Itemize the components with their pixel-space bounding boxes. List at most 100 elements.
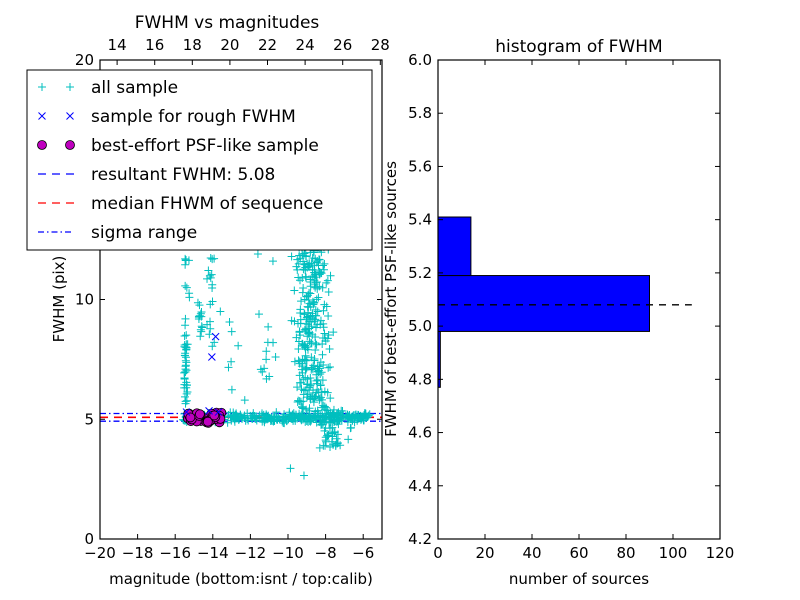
all-sample-point [294, 345, 303, 354]
all-sample-point [182, 331, 191, 340]
all-sample-point [229, 408, 238, 417]
all-sample-point [262, 347, 271, 356]
all-sample-point [310, 356, 319, 365]
legend-label: all sample [91, 78, 178, 98]
all-sample-point [182, 256, 191, 265]
all-sample-point [312, 376, 321, 385]
all-sample-point [318, 376, 327, 385]
all-sample-point [294, 356, 303, 365]
legend-circle-icon [65, 140, 75, 150]
y-tick-label: 5 [84, 410, 94, 428]
histogram-x-label: number of sources [509, 570, 649, 588]
psf-sample-point [195, 409, 205, 420]
all-sample-point [227, 357, 236, 366]
all-sample-point [303, 345, 312, 354]
all-sample-point [319, 306, 328, 315]
all-sample-point [181, 321, 190, 330]
all-sample-point [313, 256, 322, 265]
all-sample-point [287, 252, 296, 261]
all-sample-point [310, 280, 319, 289]
all-sample-point [225, 317, 234, 326]
histogram-bar [437, 275, 650, 332]
legend-plus-icon [66, 83, 74, 91]
legend-item: sample for rough FWHM [38, 107, 296, 127]
histogram-y-tick-label: 4.4 [408, 477, 432, 495]
x-axis-label: magnitude (bottom:isnt / top:calib) [109, 570, 373, 588]
all-sample-point [303, 332, 312, 341]
histogram-y-tick-label: 5.2 [408, 264, 432, 282]
all-sample-point [301, 272, 310, 281]
psf-sample-point [185, 412, 196, 423]
histogram-y-tick-label: 4.6 [408, 424, 432, 442]
all-sample-point [208, 284, 217, 293]
all-sample-point [311, 392, 320, 401]
histogram-title: histogram of FWHM [495, 37, 662, 57]
histogram-y-tick-label: 5.8 [408, 104, 432, 122]
histogram-bars [437, 216, 650, 388]
all-sample-point [293, 255, 302, 264]
histogram-y-tick-label: 5.6 [408, 157, 432, 175]
all-sample-point [216, 307, 225, 316]
histogram-y-tick-label: 4.8 [408, 370, 432, 388]
rough-sample-point [214, 408, 223, 416]
all-sample-point [346, 424, 355, 433]
all-sample-point [309, 299, 318, 308]
all-sample-point [206, 254, 215, 263]
all-sample-point [323, 431, 332, 440]
all-sample-point [287, 414, 296, 423]
legend-circle-icon [37, 140, 47, 150]
all-sample-point [224, 363, 233, 372]
all-sample-point [207, 270, 216, 279]
rough-sample-point [182, 408, 191, 416]
histogram-y-tick-label: 4.2 [408, 530, 432, 548]
x-tick-label: −16 [159, 544, 191, 562]
all-sample-point [227, 327, 236, 336]
all-sample-point [206, 324, 215, 333]
all-sample-point [315, 270, 324, 279]
x-tick-label: −6 [352, 544, 374, 562]
all-sample-point [204, 266, 213, 275]
psf-sample-point [202, 416, 213, 427]
all-sample-point [298, 288, 307, 297]
all-sample-point [303, 375, 312, 384]
all-sample-point [313, 364, 322, 373]
all-sample-point [333, 439, 342, 448]
all-sample-point [300, 260, 309, 269]
legend-label: best-effort PSF-like sample [91, 136, 319, 156]
top-x-tick-label: 22 [258, 36, 277, 54]
all-sample-point [325, 345, 334, 354]
legend-label: sample for rough FWHM [91, 107, 296, 127]
y-tick-label: 10 [75, 291, 94, 309]
all-sample-point [264, 414, 273, 423]
all-sample-point [206, 273, 215, 282]
all-sample-point [256, 365, 265, 374]
all-sample-point [332, 434, 341, 443]
y-axis-label: FWHM (pix) [50, 256, 68, 343]
all-sample-point [302, 252, 311, 261]
all-sample-point [298, 410, 307, 419]
all-sample-point [197, 322, 206, 331]
all-sample-point [194, 314, 203, 323]
all-sample-point [268, 257, 277, 266]
all-sample-point [315, 282, 324, 291]
legend-item: sigma range [38, 223, 197, 243]
all-sample-point [327, 437, 336, 446]
all-sample-point [287, 316, 296, 325]
all-sample-point [306, 313, 315, 322]
all-sample-point [326, 418, 335, 427]
all-sample-point [210, 254, 219, 263]
all-sample-point [196, 332, 205, 341]
top-x-tick-label: 16 [145, 36, 164, 54]
all-sample-point [181, 343, 190, 352]
all-sample-point [290, 357, 299, 366]
all-sample-point [308, 297, 317, 306]
all-sample-point [260, 364, 269, 373]
all-sample-point [323, 276, 332, 285]
all-sample-point [271, 353, 280, 362]
legend-box [26, 69, 373, 251]
all-sample-point [294, 259, 303, 268]
legend-item: best-effort PSF-like sample [37, 136, 319, 156]
all-sample-point [181, 281, 190, 290]
all-sample-point [318, 340, 327, 349]
all-sample-point [331, 415, 340, 424]
